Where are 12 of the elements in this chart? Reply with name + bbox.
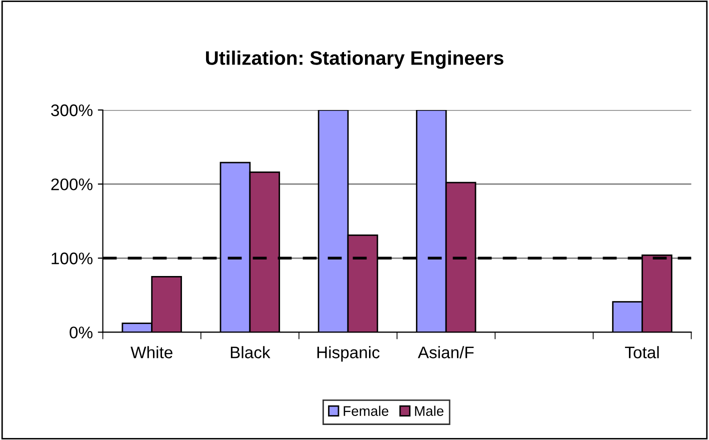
legend-label: Male bbox=[415, 406, 444, 416]
x-tick-label: Total bbox=[625, 346, 659, 358]
y-tick-label: 200% bbox=[51, 178, 92, 190]
y-tick-label: 0% bbox=[70, 326, 92, 338]
x-tick-label: Black bbox=[230, 346, 270, 358]
x-tick-label: Hispanic bbox=[317, 346, 380, 362]
chart-title: Utilization: Stationary Engineers bbox=[206, 50, 504, 69]
legend-label: Female bbox=[344, 406, 388, 416]
x-tick-label: Asian/F bbox=[418, 346, 474, 358]
y-tick-label: 100% bbox=[52, 252, 92, 264]
x-tick-label: White bbox=[130, 346, 172, 358]
y-tick-label: 300% bbox=[51, 104, 92, 116]
